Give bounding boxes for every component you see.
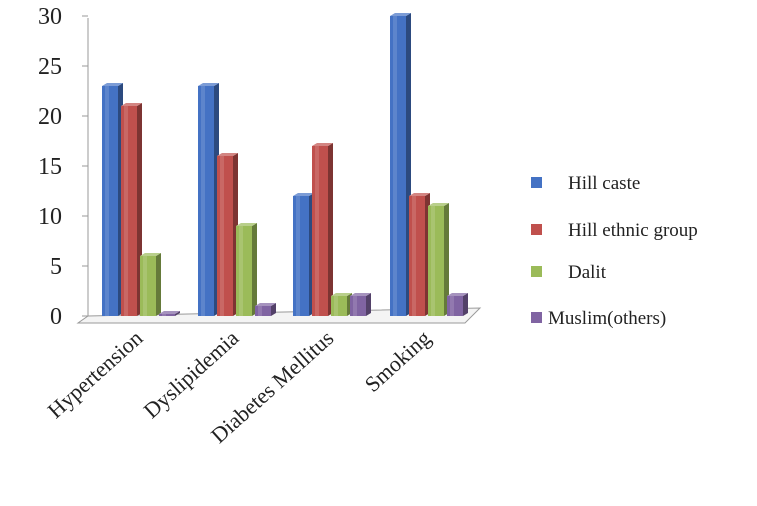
bar-front: [236, 226, 252, 316]
y-tick-label: 5: [50, 254, 62, 280]
legend-label: Muslim(others): [548, 308, 666, 329]
legend: Hill caste Hill ethnic group Dalit Muslim(o…: [531, 173, 698, 329]
bar: [102, 83, 123, 316]
bar-highlight: [220, 156, 224, 316]
y-tick-label: 15: [38, 154, 62, 180]
bar-top: [428, 203, 449, 206]
y-tick-label: 30: [38, 4, 62, 30]
bar: [217, 153, 238, 316]
bar-front: [447, 296, 463, 316]
bar-top: [140, 253, 161, 256]
legend-swatch: [531, 177, 542, 188]
bar-top: [293, 193, 314, 196]
bar-top: [102, 83, 123, 86]
y-tick-label: 20: [38, 104, 62, 130]
legend-swatch: [531, 312, 542, 323]
bar-side: [252, 223, 257, 316]
bar-highlight: [201, 86, 205, 316]
bar-highlight: [296, 196, 300, 316]
legend-item: Muslim(others): [531, 308, 666, 329]
bar: [428, 203, 449, 316]
y-tick-label: 25: [38, 54, 62, 80]
bar-side: [156, 253, 161, 316]
bar-highlight: [334, 296, 338, 316]
bar-highlight: [239, 226, 243, 316]
bar-side: [444, 203, 449, 316]
y-tick-label: 10: [38, 204, 62, 230]
bar: [293, 193, 314, 316]
bar-front: [409, 196, 425, 316]
bar: [331, 293, 352, 316]
bar-top: [331, 293, 352, 296]
bar-front: [255, 306, 271, 316]
bar-front: [350, 296, 366, 316]
bar-front: [121, 106, 137, 316]
bar: [159, 311, 180, 316]
legend-label: Hill ethnic group: [568, 220, 698, 241]
bar-top: [159, 311, 180, 314]
bar-highlight: [431, 206, 435, 316]
bar-highlight: [105, 86, 109, 316]
bar: [198, 83, 219, 316]
bar-highlight: [162, 314, 166, 316]
bar: [121, 103, 142, 316]
bar-top: [121, 103, 142, 106]
bar-highlight: [412, 196, 416, 316]
bar-top: [312, 143, 333, 146]
bar-highlight: [393, 16, 397, 316]
bar: [255, 303, 276, 316]
bar: [447, 293, 468, 316]
bar-top: [390, 13, 411, 16]
bar-side: [463, 293, 468, 316]
bar-front: [428, 206, 444, 316]
bar-front: [102, 86, 118, 316]
legend-label: Dalit: [568, 262, 607, 283]
bar-front: [331, 296, 347, 316]
bar: [350, 293, 371, 316]
x-category-label: Smoking: [360, 325, 436, 397]
legend-item: Dalit: [531, 262, 607, 283]
bar-highlight: [450, 296, 454, 316]
bar-front: [159, 314, 175, 316]
bar-highlight: [124, 106, 128, 316]
bar: [140, 253, 161, 316]
bar-top: [198, 83, 219, 86]
bar-top: [409, 193, 430, 196]
legend-swatch: [531, 224, 542, 235]
bars: [102, 13, 468, 316]
bar-side: [271, 303, 276, 316]
bar-top: [350, 293, 371, 296]
legend-swatch: [531, 266, 542, 277]
bar-front: [312, 146, 328, 316]
bar-front: [293, 196, 309, 316]
bar-top: [255, 303, 276, 306]
bar-front: [390, 16, 406, 316]
legend-item: Hill caste: [531, 173, 640, 194]
bar-side: [366, 293, 371, 316]
bar: [312, 143, 333, 316]
bar: [390, 13, 411, 316]
x-category-label: Hypertension: [43, 325, 148, 423]
y-tick-label: 0: [50, 304, 62, 330]
bar-top: [236, 223, 257, 226]
bar-highlight: [143, 256, 147, 316]
bar: [236, 223, 257, 316]
bar-top: [217, 153, 238, 156]
bar-front: [217, 156, 233, 316]
bar-side: [175, 311, 180, 316]
bar: [409, 193, 430, 316]
bar-side: [328, 143, 333, 316]
legend-label: Hill caste: [568, 173, 640, 194]
legend-item: Hill ethnic group: [531, 220, 698, 241]
bar-top: [447, 293, 468, 296]
y-axis: 0 5 10 15 20 25 30: [38, 4, 89, 330]
bar-highlight: [315, 146, 319, 316]
bar-front: [198, 86, 214, 316]
bar-highlight: [353, 296, 357, 316]
bar-highlight: [258, 306, 262, 316]
bar-front: [140, 256, 156, 316]
